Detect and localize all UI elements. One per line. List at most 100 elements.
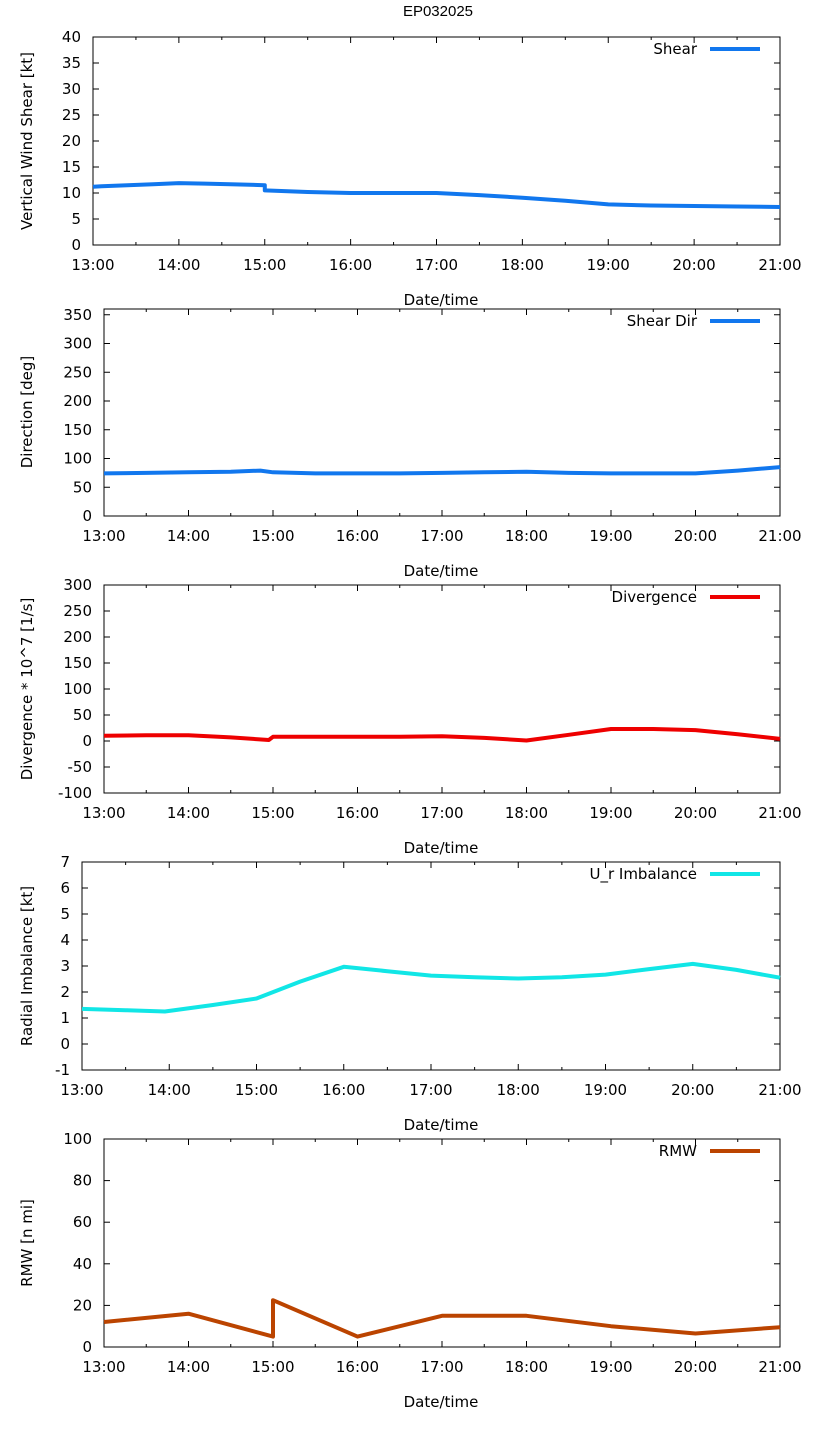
x-tick-label: 15:00 [251, 527, 294, 545]
x-tick-label: 20:00 [674, 527, 717, 545]
y-tick-label: 30 [62, 80, 81, 98]
x-tick-label: 20:00 [674, 804, 717, 822]
y-tick-label: 200 [63, 628, 92, 646]
x-tick-label: 15:00 [235, 1081, 278, 1099]
y-tick-label: 20 [62, 132, 81, 150]
x-tick-label: 14:00 [167, 804, 210, 822]
x-tick-label: 15:00 [243, 256, 286, 274]
chart-panel-4: 13:00 14:00 15:00 16:00 17:00 18:00 19:00 20:00… [18, 853, 802, 1134]
plot-frame [103, 308, 781, 517]
x-tick-label: 15:00 [251, 804, 294, 822]
x-tick-label: 14:00 [148, 1081, 191, 1099]
chart-panel-3: 13:00 14:00 15:00 16:00 17:00 18:00 19:00 20:00… [18, 576, 802, 857]
legend-label: Shear [653, 40, 697, 58]
y-tick-label: 5 [71, 210, 81, 228]
x-axis-label: Date/time [404, 291, 479, 309]
y-tick-label: 0 [82, 732, 92, 750]
x-tick-label: 19:00 [589, 527, 632, 545]
plot-frame [103, 584, 781, 794]
y-tick-label: 50 [73, 478, 92, 496]
y-axis-label: Direction [deg] [18, 356, 36, 469]
plot-frame [92, 36, 781, 246]
x-tick-label: 18:00 [497, 1081, 540, 1099]
x-tick-label: 16:00 [336, 804, 379, 822]
y-tick-label: -50 [68, 758, 93, 776]
series-line [103, 1298, 781, 1339]
chart-panel-5: 13:00 14:00 15:00 16:00 17:00 18:00 19:00 20:00… [18, 1130, 802, 1411]
legend-label: Shear Dir [627, 312, 698, 330]
x-tick-label: 18:00 [505, 527, 548, 545]
series-line [92, 181, 781, 209]
y-tick-label: -100 [58, 784, 92, 802]
y-tick-label: 250 [63, 363, 92, 381]
x-tick-label: 14:00 [157, 256, 200, 274]
y-tick-label: 2 [60, 983, 70, 1001]
x-tick-label: 17:00 [409, 1081, 452, 1099]
x-tick-label: 19:00 [589, 1358, 632, 1376]
x-tick-label: 13:00 [82, 1358, 125, 1376]
y-tick-label: 40 [73, 1255, 92, 1273]
series-line [81, 961, 781, 1014]
x-tick-label: 16:00 [329, 256, 372, 274]
y-tick-label: 6 [60, 879, 70, 897]
y-tick-label: 7 [60, 853, 70, 871]
y-axis-label: Vertical Wind Shear [kt] [18, 52, 36, 230]
x-tick-label: 19:00 [589, 804, 632, 822]
x-tick-label: 20:00 [671, 1081, 714, 1099]
x-tick-label: 17:00 [420, 804, 463, 822]
legend-label: U_r Imbalance [589, 865, 697, 884]
x-tick-label: 17:00 [420, 1358, 463, 1376]
y-tick-label: 50 [73, 706, 92, 724]
x-tick-label: 17:00 [415, 256, 458, 274]
y-tick-label: 40 [62, 28, 81, 46]
x-tick-label: 16:00 [336, 1358, 379, 1376]
x-tick-label: 18:00 [501, 256, 544, 274]
y-tick-label: 0 [71, 236, 81, 254]
y-tick-label: 20 [73, 1296, 92, 1314]
y-tick-label: 150 [63, 421, 92, 439]
x-tick-label: 16:00 [322, 1081, 365, 1099]
y-tick-label: 350 [63, 306, 92, 324]
x-tick-label: 14:00 [167, 527, 210, 545]
x-axis-label: Date/time [404, 562, 479, 580]
x-tick-label: 17:00 [420, 527, 463, 545]
y-tick-label: 1 [60, 1009, 70, 1027]
x-tick-label: 20:00 [674, 1358, 717, 1376]
x-tick-label: 14:00 [167, 1358, 210, 1376]
y-tick-label: 4 [60, 931, 70, 949]
y-tick-label: 60 [73, 1213, 92, 1231]
y-tick-label: 200 [63, 392, 92, 410]
x-tick-label: 13:00 [60, 1081, 103, 1099]
y-tick-label: 100 [63, 680, 92, 698]
y-tick-label: 10 [62, 184, 81, 202]
y-tick-label: 250 [63, 602, 92, 620]
x-axis-label: Date/time [404, 1116, 479, 1134]
legend-label: RMW [659, 1142, 697, 1160]
y-tick-label: 0 [82, 507, 92, 525]
y-tick-label: 0 [60, 1035, 70, 1053]
x-tick-label: 21:00 [758, 256, 801, 274]
x-tick-label: 15:00 [251, 1358, 294, 1376]
y-tick-label: -1 [55, 1061, 70, 1079]
x-tick-label: 18:00 [505, 804, 548, 822]
y-tick-label: 0 [82, 1338, 92, 1356]
y-tick-label: 80 [73, 1172, 92, 1190]
x-axis-label: Date/time [404, 1393, 479, 1411]
y-axis-label: Radial Imbalance [kt] [18, 886, 36, 1046]
figure-title: EP032025 [403, 3, 473, 20]
y-axis-label: Divergence * 10^7 [1/s] [18, 598, 36, 781]
y-tick-label: 100 [63, 450, 92, 468]
x-tick-label: 19:00 [587, 256, 630, 274]
x-tick-label: 21:00 [758, 527, 801, 545]
y-tick-label: 100 [63, 1130, 92, 1148]
x-tick-label: 20:00 [673, 256, 716, 274]
y-tick-label: 150 [63, 654, 92, 672]
y-tick-label: 3 [60, 957, 70, 975]
y-tick-label: 300 [63, 576, 92, 594]
legend-label: Divergence [612, 588, 697, 606]
y-tick-label: 25 [62, 106, 81, 124]
y-tick-label: 5 [60, 905, 70, 923]
series-line [103, 727, 781, 743]
x-tick-label: 21:00 [758, 804, 801, 822]
